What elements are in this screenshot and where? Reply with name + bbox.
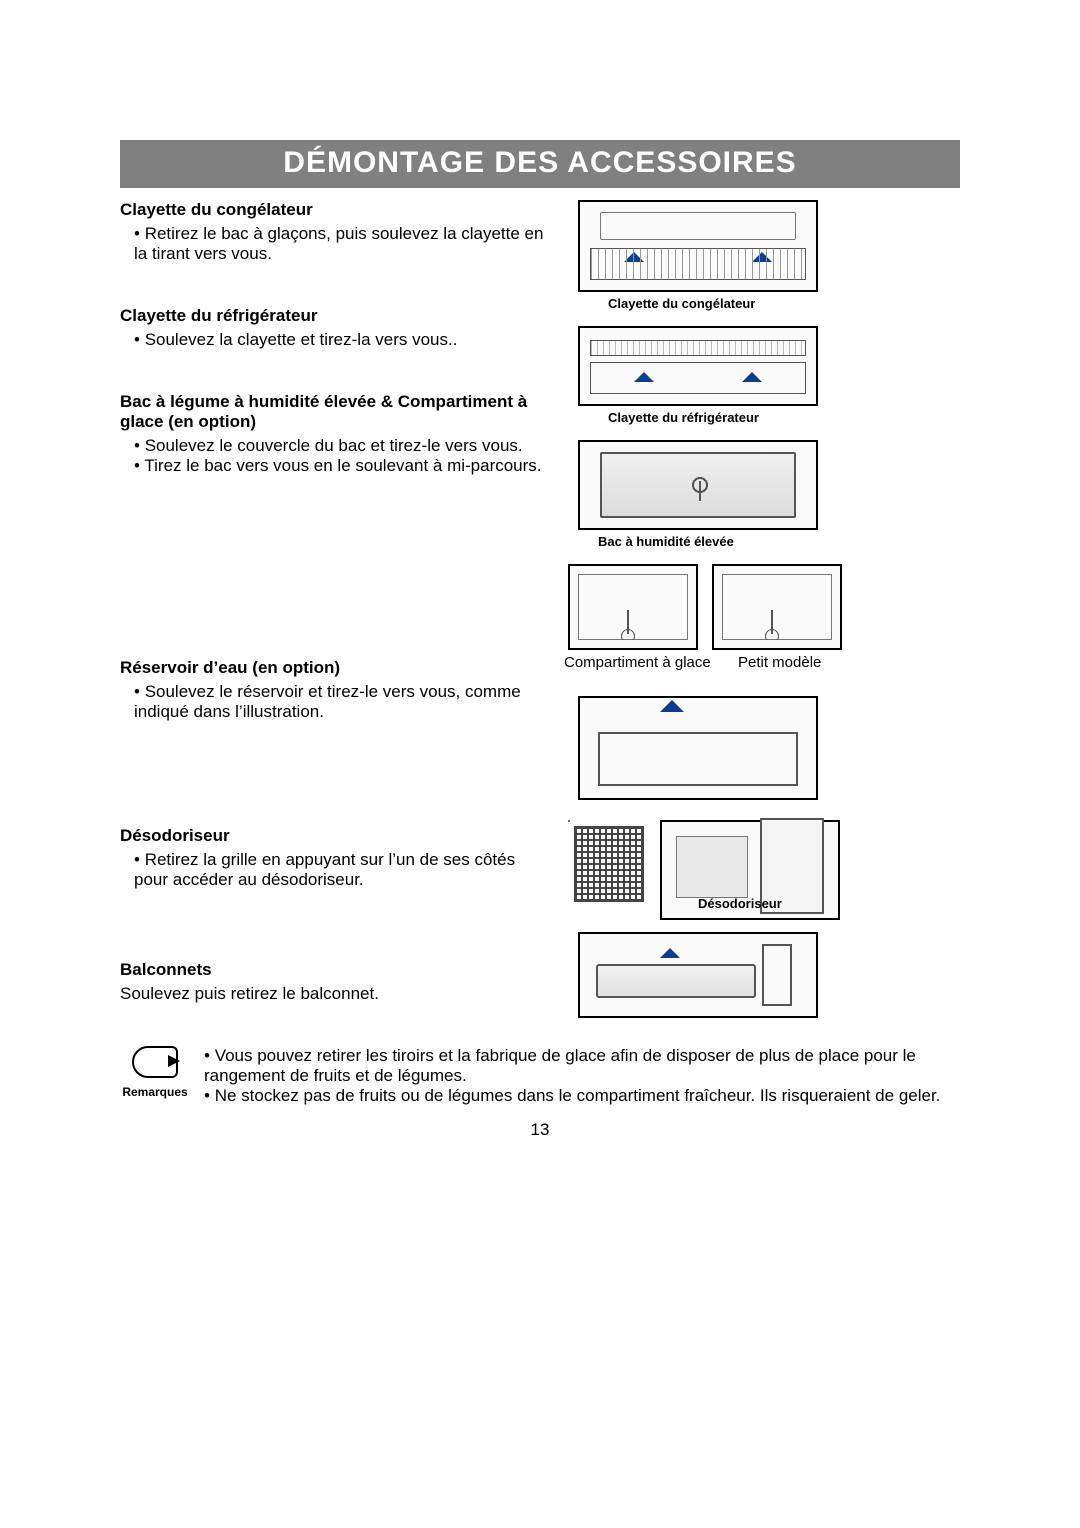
heading: Bac à légume à humidité élevée & Compart… [120, 392, 550, 432]
instruction-text: Soulevez puis retirez le balconnet. [120, 984, 550, 1004]
figure-caption: Clayette du réfrigérateur [608, 410, 759, 425]
figure-ice-compartment [568, 564, 698, 650]
figure-water-reservoir [578, 696, 818, 800]
figure-humidity-bin [578, 440, 818, 530]
remarks-block: Remarques Vous pouvez retirer les tiroir… [120, 1046, 960, 1106]
figure-small-model [712, 564, 842, 650]
figure-caption: Désodoriseur [698, 896, 782, 911]
figure-door-bin [578, 932, 818, 1018]
figure-caption: Bac à humidité élevée [598, 534, 734, 549]
instruction-item: Soulevez la clayette et tirez-la vers vo… [134, 330, 550, 350]
instruction-item: Retirez la grille en appuyant sur l’un d… [134, 850, 550, 890]
figure-deodorizer-grille [568, 820, 650, 908]
manual-page: DÉMONTAGE DES ACCESSOIRES Clayette du co… [0, 0, 1080, 1528]
section-fridge-shelf: Clayette du réfrigérateur Soulevez la cl… [120, 306, 550, 350]
instruction-item: Soulevez le réservoir et tirez-le vers v… [134, 682, 550, 722]
arrow-up-icon [634, 362, 654, 382]
instruction-item: Retirez le bac à glaçons, puis soulevez … [134, 224, 550, 264]
figure-freezer-shelf [578, 200, 818, 292]
remark-item: Vous pouvez retirer les tiroirs et la fa… [204, 1046, 960, 1086]
heading: Réservoir d’eau (en option) [120, 658, 550, 678]
grille-icon [574, 826, 644, 902]
figure-fridge-shelf [578, 326, 818, 406]
section-humidity-bin: Bac à légume à humidité élevée & Compart… [120, 392, 550, 476]
heading: Balconnets [120, 960, 550, 980]
instruction-item: Tirez le bac vers vous en le soulevant à… [134, 456, 550, 476]
section-deodorizer: Désodoriseur Retirez la grille en appuya… [120, 826, 550, 890]
remarks-label: Remarques [120, 1085, 190, 1099]
figure-caption: Compartiment à glace [564, 654, 711, 671]
remarks-list: Vous pouvez retirer les tiroirs et la fa… [190, 1046, 960, 1106]
section-door-bins: Balconnets Soulevez puis retirez le balc… [120, 960, 550, 1004]
figure-column: Clayette du congélateur Clayette du réfr… [568, 200, 960, 1028]
arrow-up-icon [624, 242, 644, 262]
remarks-icon-column: Remarques [120, 1046, 190, 1106]
page-number: 13 [120, 1120, 960, 1140]
figure-caption: Petit modèle [738, 654, 821, 671]
figure-caption: Clayette du congélateur [608, 296, 755, 311]
section-freezer-shelf: Clayette du congélateur Retirez le bac à… [120, 200, 550, 264]
section-water-reservoir: Réservoir d’eau (en option) Soulevez le … [120, 658, 550, 722]
heading: Désodoriseur [120, 826, 550, 846]
heading: Clayette du réfrigérateur [120, 306, 550, 326]
instruction-item: Soulevez le couvercle du bac et tirez-le… [134, 436, 550, 456]
two-column-layout: Clayette du congélateur Retirez le bac à… [120, 200, 960, 1028]
heading: Clayette du congélateur [120, 200, 550, 220]
pointing-hand-icon [132, 1046, 178, 1078]
remark-item: Ne stockez pas de fruits ou de légumes d… [204, 1086, 960, 1106]
arrow-up-icon [742, 362, 762, 382]
arrow-up-icon [752, 242, 772, 262]
section-banner: DÉMONTAGE DES ACCESSOIRES [120, 140, 960, 188]
instruction-column: Clayette du congélateur Retirez le bac à… [120, 200, 550, 1028]
arrow-up-icon [660, 938, 680, 958]
